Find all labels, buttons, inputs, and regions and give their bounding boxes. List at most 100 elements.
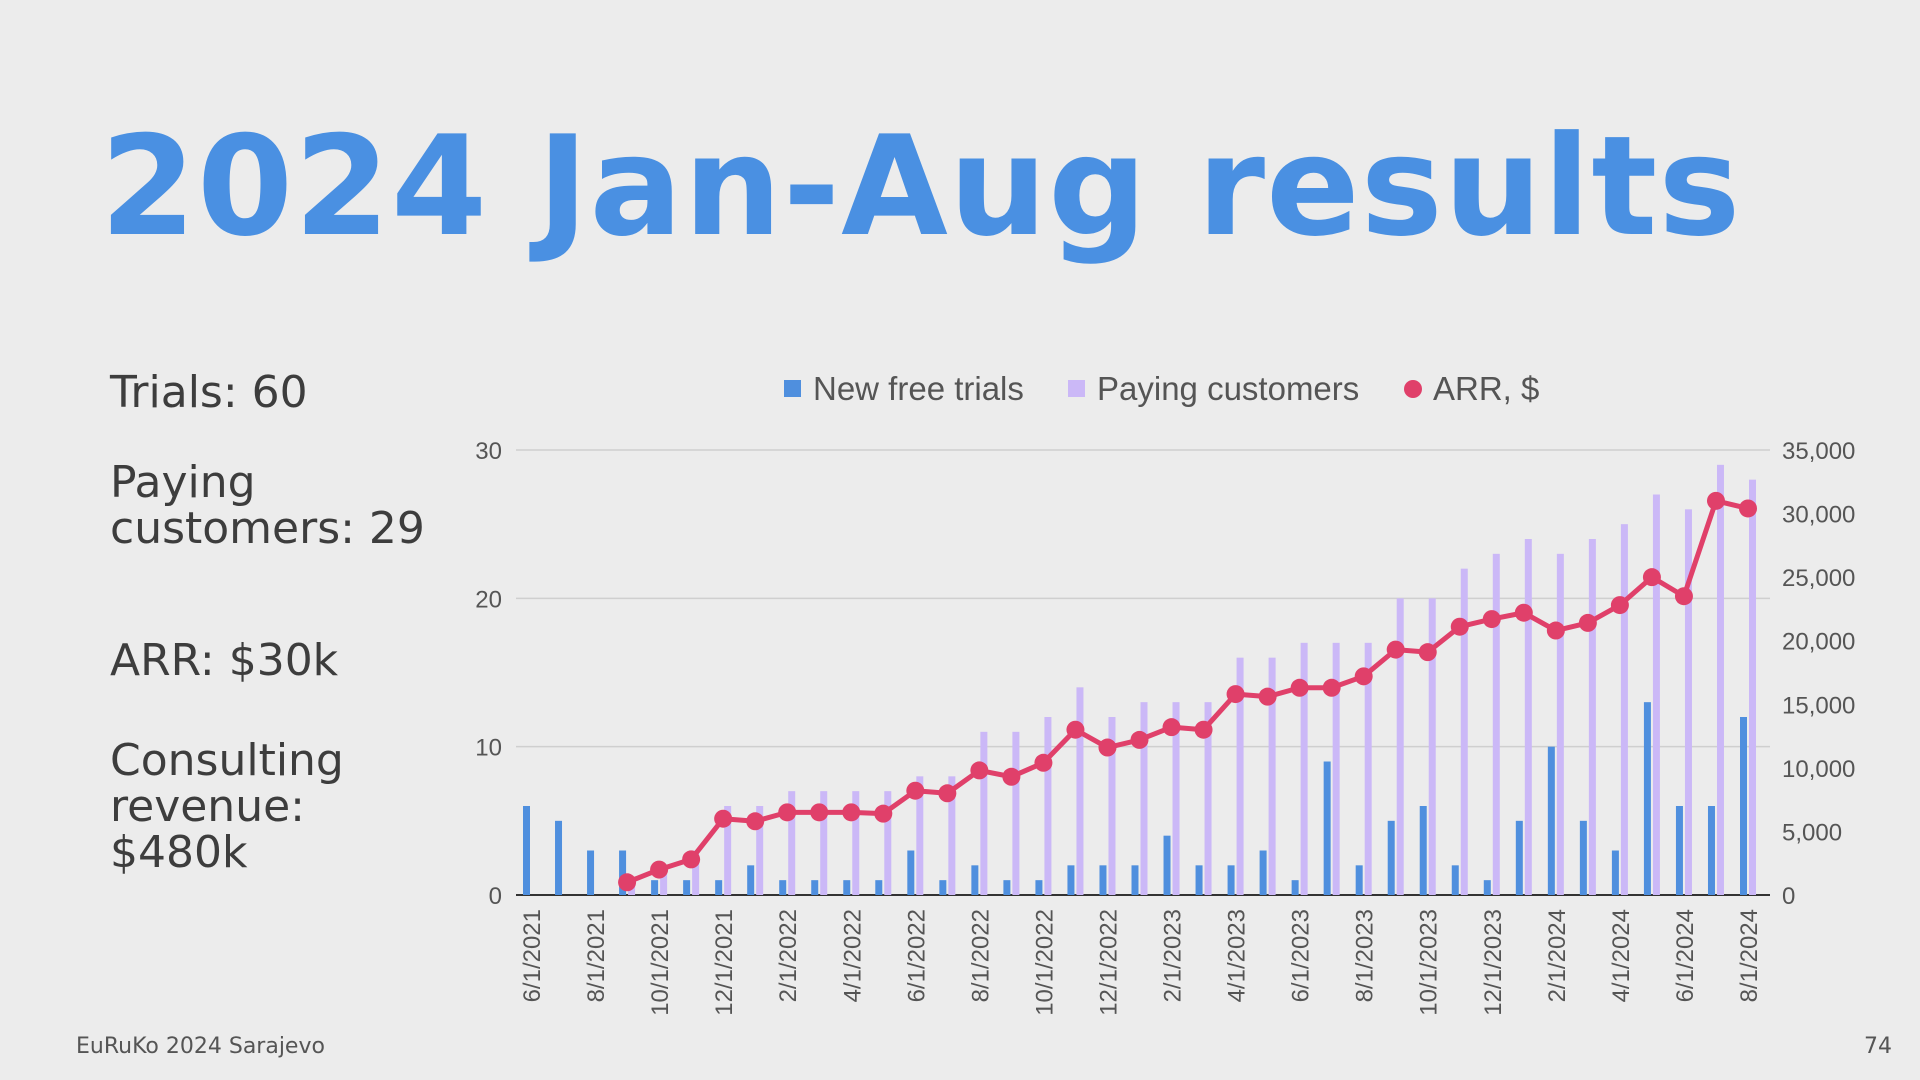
arr-point: [842, 803, 861, 822]
arr-point: [1706, 491, 1725, 510]
arr-point: [1322, 678, 1341, 697]
bar-paying-customers: [692, 850, 700, 895]
bar-new-free-trials: [811, 880, 819, 895]
arr-point: [1258, 687, 1277, 706]
bar-new-free-trials: [1547, 746, 1555, 895]
bar-paying-customers: [1620, 524, 1628, 895]
arr-point: [1642, 568, 1661, 587]
bar-new-free-trials: [779, 880, 787, 895]
arr-point: [1098, 738, 1117, 757]
x-tick-label: 6/1/2021: [519, 909, 546, 1002]
bar-paying-customers: [884, 791, 892, 895]
left-tick-label: 10: [475, 735, 502, 762]
bar-paying-customers: [1428, 598, 1436, 895]
arr-point: [746, 812, 765, 831]
arr-point: [1739, 499, 1757, 518]
bar-new-free-trials: [1099, 865, 1107, 895]
x-tick-label: 8/1/2024: [1736, 909, 1763, 1002]
bar-paying-customers: [660, 865, 668, 895]
bar-new-free-trials: [907, 850, 915, 895]
arr-point: [810, 803, 829, 822]
bar-new-free-trials: [1131, 865, 1139, 895]
bar-new-free-trials: [1451, 865, 1459, 895]
bar-paying-customers: [1652, 494, 1660, 895]
bar-paying-customers: [820, 791, 828, 895]
bar-paying-customers: [756, 806, 764, 895]
arr-point: [1002, 767, 1021, 786]
arr-point: [1066, 720, 1085, 739]
arr-point: [1162, 718, 1181, 737]
right-tick-label: 20,000: [1782, 629, 1855, 656]
left-tick-label: 0: [489, 883, 502, 910]
x-tick-label: 10/1/2022: [1031, 909, 1058, 1016]
arr-point: [1546, 621, 1565, 640]
arr-point: [970, 761, 989, 780]
x-tick-label: 6/1/2024: [1672, 909, 1699, 1002]
arr-point: [1354, 667, 1373, 686]
right-tick-label: 10,000: [1782, 756, 1855, 783]
legend-swatch-paying: [1068, 380, 1085, 397]
right-tick-label: 15,000: [1782, 692, 1855, 719]
bar-new-free-trials: [715, 880, 723, 895]
bar-paying-customers: [1332, 642, 1340, 895]
arr-point: [1226, 685, 1245, 704]
bar-paying-customers: [1588, 539, 1596, 895]
arr-point: [1578, 613, 1597, 632]
arr-point: [618, 873, 637, 892]
arr-point: [714, 809, 733, 828]
bar-new-free-trials: [651, 880, 659, 895]
arr-point: [1610, 596, 1629, 615]
bar-paying-customers: [1076, 687, 1084, 895]
bar-new-free-trials: [1675, 806, 1683, 895]
arr-point: [906, 781, 925, 800]
arr-point: [1034, 753, 1053, 772]
x-tick-label: 4/1/2023: [1224, 909, 1251, 1002]
bar-new-free-trials: [1483, 880, 1491, 895]
legend-label-paying: Paying customers: [1097, 370, 1359, 407]
bar-paying-customers: [1300, 642, 1308, 895]
right-tick-label: 30,000: [1782, 502, 1855, 529]
bar-paying-customers: [1749, 479, 1756, 895]
arr-point: [1386, 640, 1405, 659]
arr-point: [938, 784, 957, 803]
bar-paying-customers: [1492, 553, 1500, 895]
x-tick-label: 12/1/2023: [1480, 909, 1507, 1016]
bar-new-free-trials: [1355, 865, 1363, 895]
arr-point: [1290, 678, 1309, 697]
x-tick-label: 2/1/2023: [1160, 909, 1187, 1002]
x-tick-label: 6/1/2023: [1288, 909, 1315, 1002]
bar-new-free-trials: [1163, 835, 1171, 895]
bar-new-free-trials: [1259, 850, 1267, 895]
right-tick-label: 0: [1782, 883, 1795, 910]
bar-paying-customers: [1140, 702, 1148, 895]
legend: New free trials Paying customers ARR, $: [784, 370, 1539, 407]
legend-swatch-trials: [784, 380, 801, 397]
bar-new-free-trials: [971, 865, 979, 895]
bar-new-free-trials: [843, 880, 851, 895]
stat-paying-customers: Paying customers: 29: [110, 457, 425, 554]
bar-new-free-trials: [683, 880, 691, 895]
arr-series-line: [626, 498, 1749, 885]
bar-paying-customers: [1108, 717, 1116, 895]
bar-paying-customers: [1716, 464, 1724, 895]
x-tick-label: 8/1/2022: [967, 909, 994, 1002]
bar-paying-customers: [1524, 539, 1532, 895]
arr-point: [1194, 720, 1213, 739]
bar-paying-customers: [1556, 553, 1564, 895]
legend-swatch-arr: [1404, 380, 1422, 398]
bar-new-free-trials: [747, 865, 755, 895]
bar-new-free-trials: [619, 850, 627, 895]
stat-trials: Trials: 60: [110, 367, 308, 418]
x-tick-label: 8/1/2021: [583, 909, 610, 1002]
bar-paying-customers: [1012, 731, 1020, 895]
bar-new-free-trials: [1579, 820, 1587, 895]
bar-paying-customers: [980, 731, 988, 895]
x-tick-label: 6/1/2022: [903, 909, 930, 1002]
bar-new-free-trials: [1195, 865, 1203, 895]
x-tick-label: 12/1/2022: [1095, 909, 1122, 1016]
x-tick-label: 8/1/2023: [1352, 909, 1379, 1002]
arr-line: [618, 491, 1757, 892]
bar-paying-customers: [1236, 657, 1244, 895]
x-tick-label: 4/1/2022: [839, 909, 866, 1002]
left-tick-label: 30: [475, 438, 502, 465]
